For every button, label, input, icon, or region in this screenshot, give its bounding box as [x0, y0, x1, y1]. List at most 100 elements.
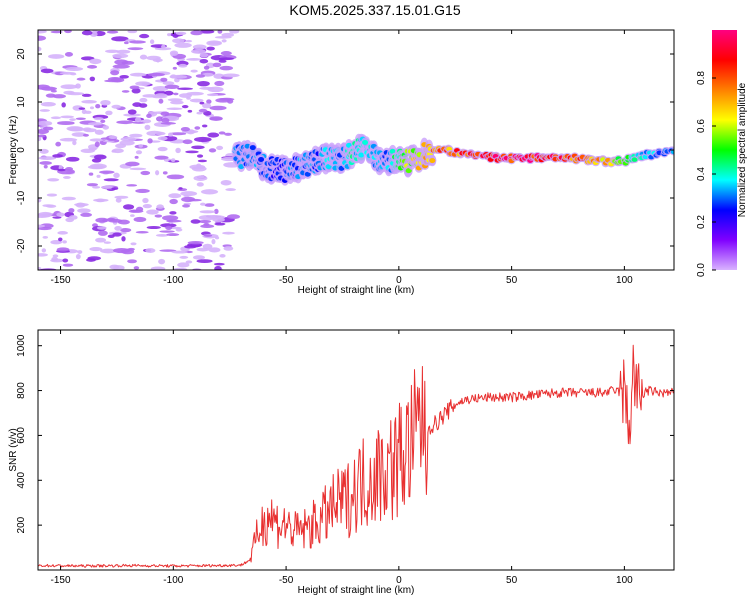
noise-blob: [130, 214, 135, 217]
noise-blob: [158, 98, 164, 104]
noise-blob: [111, 104, 122, 109]
noise-blob: [186, 96, 191, 100]
noise-blob: [136, 206, 144, 212]
noise-blob: [181, 104, 189, 109]
noise-blob: [223, 246, 234, 251]
spectrogram-y-tick-label: 20: [16, 48, 27, 60]
noise-blob: [209, 116, 223, 121]
noise-blob: [86, 65, 98, 69]
noise-blob: [144, 124, 151, 130]
noise-blob: [196, 259, 213, 264]
spectrogram-x-axis: -150 -100 -50 0 50 100: [51, 30, 633, 286]
noise-blob: [127, 259, 137, 264]
noise-blob: [125, 161, 140, 167]
noise-blob: [212, 62, 222, 68]
snr-x-tick-label: 100: [616, 575, 633, 586]
noise-blob: [112, 64, 130, 69]
noise-blob: [171, 158, 176, 163]
snr-y-tick-label: 1000: [16, 334, 27, 357]
noise-blob: [121, 236, 126, 242]
noise-blob: [157, 146, 168, 152]
noise-blob: [154, 93, 168, 98]
noise-blob: [95, 104, 101, 109]
colorbar-tick-label: 0.8: [696, 71, 707, 85]
noise-blob: [209, 105, 227, 111]
noise-blob: [89, 76, 96, 82]
noise-blob: [50, 116, 62, 120]
noise-blob: [192, 44, 207, 50]
noise-blob: [127, 109, 137, 115]
noise-blob: [191, 145, 205, 150]
noise-blob: [100, 248, 117, 254]
noise-blob: [114, 195, 129, 199]
noise-blob: [138, 144, 143, 148]
colorbar-strip: [712, 30, 737, 270]
spectrogram-y-tick-label: 0: [16, 147, 27, 153]
noise-blob: [58, 237, 63, 242]
noise-blob: [152, 85, 169, 92]
noise-blob: [103, 241, 112, 244]
noise-blob: [189, 164, 206, 170]
ridge-cell: [358, 152, 365, 158]
noise-blob: [189, 98, 204, 103]
noise-blob: [43, 164, 48, 169]
noise-blob: [162, 81, 175, 86]
colorbar-label: Normalized spectral amplitude: [737, 82, 748, 217]
noise-blob: [216, 145, 224, 151]
noise-blob: [202, 103, 212, 109]
noise-blob: [142, 203, 152, 209]
noise-blob: [38, 198, 42, 203]
noise-blob: [86, 183, 99, 187]
noise-blob: [187, 241, 204, 245]
noise-blob: [77, 208, 91, 214]
noise-blob: [145, 248, 156, 253]
noise-blob: [96, 174, 101, 178]
noise-blob: [68, 215, 78, 220]
noise-blob: [166, 219, 182, 223]
snr-x-axis: -150 -100 -50 0 50 100: [51, 330, 633, 586]
noise-blob: [186, 91, 204, 96]
noise-blob: [217, 30, 223, 34]
noise-blob: [59, 71, 76, 75]
noise-blob: [197, 80, 210, 87]
noise-blob: [218, 59, 227, 63]
noise-blob: [190, 219, 201, 224]
noise-blob: [96, 226, 107, 230]
noise-blob: [200, 224, 215, 229]
noise-blob: [139, 54, 148, 60]
noise-blob: [119, 228, 132, 233]
noise-blob: [166, 233, 180, 237]
noise-blob: [200, 189, 219, 195]
spectrogram-y-label: Frequency (Hz): [8, 116, 19, 185]
noise-blob: [46, 193, 58, 197]
noise-blob: [161, 44, 166, 49]
noise-blob: [108, 135, 118, 140]
noise-blob: [168, 132, 174, 137]
ridge-cell: [642, 154, 649, 160]
noise-blob: [173, 92, 179, 96]
snr-y-tick-label: 200: [16, 516, 27, 533]
noise-blob: [219, 65, 233, 71]
noise-blob: [138, 103, 148, 108]
noise-blob: [100, 137, 111, 140]
noise-blob: [93, 117, 104, 121]
snr-y-tick-label: 600: [16, 427, 27, 444]
noise-blob: [122, 204, 135, 210]
noise-blob: [159, 249, 177, 252]
noise-blob: [162, 171, 168, 175]
noise-blob: [88, 172, 94, 176]
noise-blob: [160, 77, 168, 82]
noise-blob: [64, 52, 74, 57]
noise-blob: [87, 256, 102, 261]
noise-blob: [95, 237, 107, 243]
noise-blob: [56, 247, 70, 252]
noise-blob: [196, 111, 203, 115]
spectrogram-y-tick-label: 10: [16, 96, 27, 108]
noise-blob: [75, 117, 86, 121]
noise-blob: [174, 42, 192, 48]
noise-blob: [160, 111, 170, 117]
noise-blob: [71, 132, 87, 137]
noise-blob: [59, 137, 78, 142]
noise-blob: [66, 92, 85, 96]
noise-blob: [65, 66, 84, 71]
